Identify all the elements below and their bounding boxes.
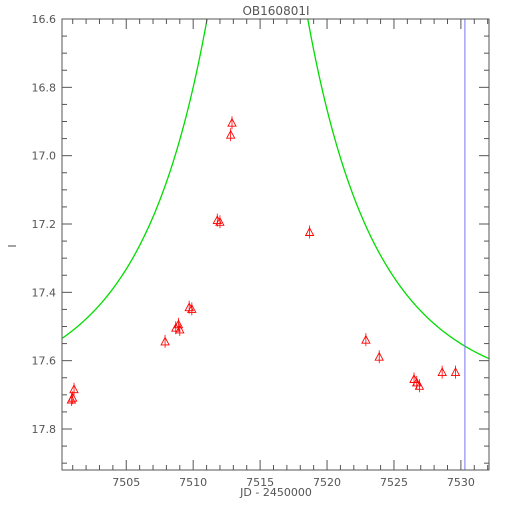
- data-point: [67, 392, 78, 402]
- x-axis: 7505 7510 7515 7520 7525 7530: [72, 19, 489, 489]
- data-point: [225, 129, 236, 139]
- data-point: [304, 227, 315, 236]
- y-tick-label: 16.6: [32, 13, 57, 26]
- data-point: [437, 367, 447, 377]
- x-axis-label: JD - 2450000: [239, 486, 312, 499]
- data-point: [409, 374, 419, 383]
- data-point: [414, 380, 425, 390]
- data-point: [361, 334, 371, 344]
- y-tick-label: 17.4: [32, 286, 57, 299]
- plot-area: [62, 19, 489, 470]
- y-tick-label: 17.2: [32, 218, 57, 231]
- x-tick-label: 7510: [179, 476, 207, 489]
- data-point: [187, 303, 197, 313]
- data-point: [411, 377, 422, 387]
- data-point: [227, 117, 237, 127]
- y-tick-label: 16.8: [32, 81, 57, 94]
- x-tick-label: 7515: [246, 476, 274, 489]
- data-point: [215, 216, 225, 226]
- y-axis-label: I: [6, 244, 19, 247]
- y-tick-label: 17.8: [32, 423, 57, 436]
- plot-frame: [61, 18, 490, 471]
- model-curve: [62, 19, 489, 360]
- x-tick-label: 7520: [313, 476, 341, 489]
- y-tick-label: 17.6: [32, 355, 57, 368]
- data-point: [175, 324, 185, 334]
- x-tick-label: 7525: [380, 476, 408, 489]
- data-point: [374, 351, 384, 361]
- y-tick-label: 17.0: [32, 150, 57, 163]
- chart-title: OB160801I: [242, 4, 309, 18]
- data-point: [69, 384, 79, 394]
- x-tick-label: 7505: [112, 476, 140, 489]
- y-axis: 16.6 16.8 17.0 17.2 17.4 17.6 17.8: [32, 13, 489, 464]
- data-point: [450, 367, 461, 377]
- x-tick-label: 7530: [447, 476, 475, 489]
- data-point: [160, 336, 170, 346]
